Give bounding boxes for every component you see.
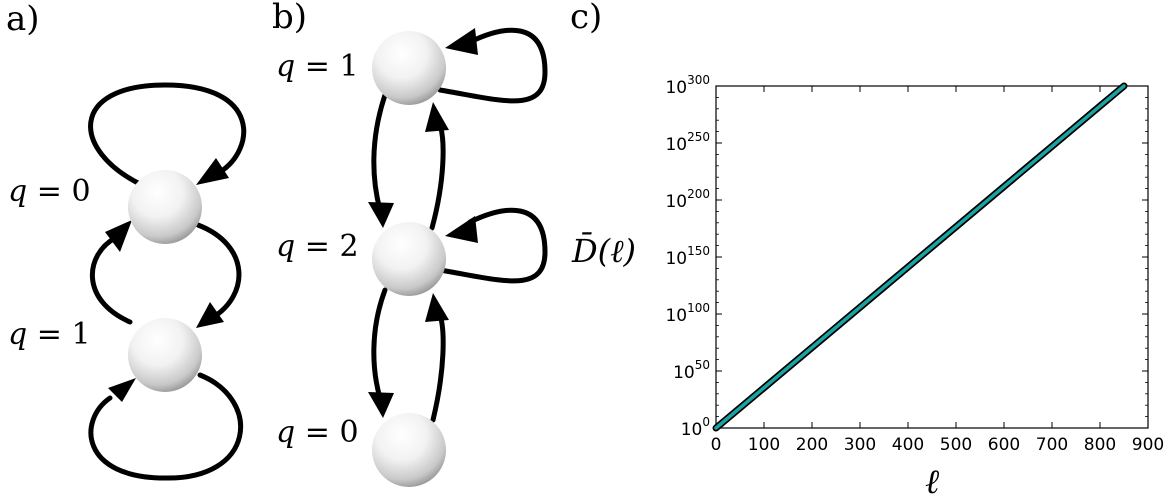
state-node-q2 [372,222,446,296]
x-axis-label: ℓ [925,462,939,500]
state-label-q1: q = 1 [276,49,359,84]
y-axis: 100 1050 10100 10150 10200 10250 10300 [665,73,1148,440]
state-2-self-loop [437,207,548,284]
x-tick-label: 700 [1036,435,1068,455]
transition-1-to-0 [90,235,133,325]
state-node-q1 [372,31,446,105]
transition-2-to-0 [371,287,388,401]
x-tick-label: 900 [1132,435,1164,455]
state-node-q1 [128,318,202,392]
state-0-self-loop [88,82,247,188]
panel-c-label: c) [570,0,602,37]
transition-2-to-1 [429,122,446,231]
arrowhead-icon [105,220,132,252]
y-tick-label: 100 [681,415,710,440]
series-layer [712,82,1128,432]
y-tick-label: 10200 [665,187,710,212]
x-axis: 0 100 200 300 400 500 600 700 800 900 [711,86,1164,455]
y-tick-label: 10150 [665,244,710,269]
state-label-q2: q = 2 [276,229,359,264]
state-node-q0 [128,170,202,244]
y-tick-label: 10100 [665,301,710,326]
y-tick-label: 10250 [665,130,710,155]
transition-0-to-2 [430,312,446,423]
x-tick-label: 800 [1084,435,1116,455]
panel-a-label: a) [6,0,40,39]
state-label-q1: q = 1 [8,317,91,352]
transition-0-to-1 [195,222,242,321]
x-tick-label: 500 [940,435,972,455]
x-tick-label: 400 [892,435,924,455]
arrowhead-icon [196,302,224,328]
series-line [714,84,1126,430]
state-1-self-loop [88,372,244,481]
y-axis-label: D̄(ℓ) [571,232,636,270]
arrowhead-icon [108,378,136,402]
arrowhead-icon [368,202,394,228]
panel-a: a) q = 0 q = 1 [6,0,247,481]
panel-b-label: b) [272,0,307,37]
arrowhead-icon [445,216,478,243]
arrowhead-icon [445,28,478,55]
state-node-q0 [372,413,446,487]
arrowhead-icon [196,158,229,185]
x-tick-label: 600 [988,435,1020,455]
line-chart: 0 100 200 300 400 500 600 700 800 900 10010501010… [665,73,1164,455]
arrowhead-icon [368,392,394,418]
y-tick-label: 1050 [673,358,710,383]
arrowhead-icon [425,293,449,322]
state-label-q0: q = 0 [8,174,91,209]
state-label-q0: q = 0 [276,415,359,450]
y-tick-label: 10300 [665,73,710,98]
transition-1-to-2 [371,92,388,213]
arrowhead-icon [425,102,449,132]
state-1-self-loop [437,27,548,104]
x-tick-label: 0 [711,435,722,455]
x-tick-label: 300 [844,435,876,455]
x-tick-label: 200 [796,435,828,455]
panel-b: b) q = 1 q = 2 q = 0 [272,0,548,487]
panel-c: c) D̄(ℓ) 0 100 200 300 400 500 600 700 800 900 10… [570,0,1164,500]
x-tick-label: 100 [748,435,780,455]
